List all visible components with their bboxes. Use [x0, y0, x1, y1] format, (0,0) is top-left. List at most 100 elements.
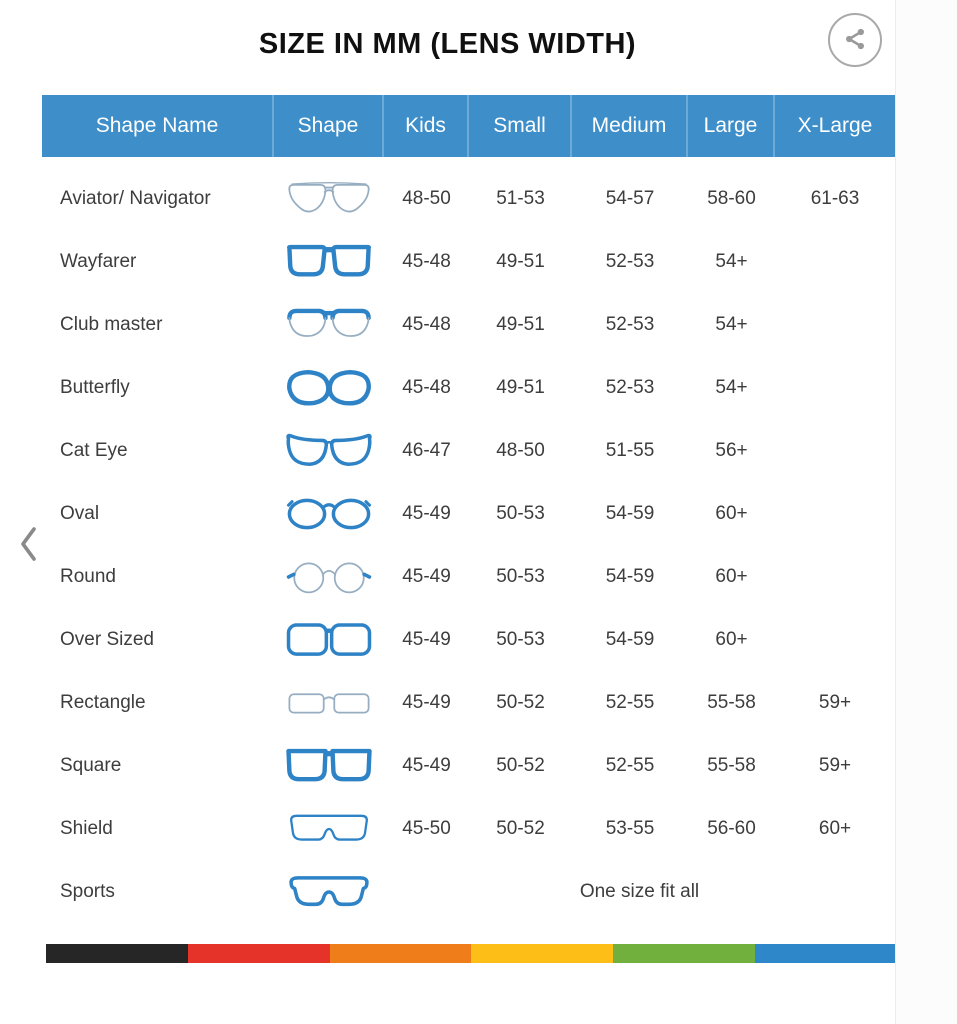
size-value: 50-53 [496, 565, 545, 587]
oversized-glasses-icon [285, 619, 373, 661]
sports-glasses-icon [285, 871, 373, 913]
carousel-prev-button[interactable] [16, 524, 40, 567]
size-value: 60+ [715, 502, 748, 524]
shape-name-label: Shield [60, 817, 113, 839]
clubmaster-glasses-icon [285, 304, 373, 346]
column-header-shape-name: Shape Name [42, 95, 274, 157]
butterfly-glasses-icon [285, 367, 373, 409]
stripe-segment [46, 944, 188, 963]
stripe-segment [755, 944, 897, 963]
size-value: 58-60 [707, 187, 756, 209]
size-chart-panel: SIZE IN MM (LENS WIDTH) Shape Name Shape K… [0, 0, 895, 923]
size-value: 49-51 [496, 313, 545, 335]
table-row: Square 45-49 50-52 52-55 55-58 59+ [42, 734, 895, 797]
title-bar: SIZE IN MM (LENS WIDTH) [0, 0, 895, 95]
size-value: 54-59 [605, 565, 655, 587]
size-value: 52-53 [605, 250, 655, 272]
shape-name-label: Over Sized [60, 628, 154, 650]
size-value: 46-47 [402, 439, 451, 461]
table-row: Aviator/ Navigator 48-50 51-53 54-57 58-60 6… [42, 167, 895, 230]
table-row: Shield 45-50 50-52 53-55 56-60 60+ [42, 797, 895, 860]
column-header-small: Small [469, 95, 572, 157]
size-value: 61-63 [810, 187, 860, 209]
oval-glasses-icon [285, 493, 373, 535]
shape-name-label: Sports [60, 880, 115, 902]
table-row: Butterfly 45-48 49-51 52-53 54+ [42, 356, 895, 419]
table-row: Cat Eye 46-47 48-50 51-55 56+ [42, 419, 895, 482]
size-value: 45-49 [402, 565, 451, 587]
size-value: 45-48 [402, 250, 451, 272]
one-size-note: One size fit all [579, 880, 700, 902]
column-header-kids: Kids [384, 95, 469, 157]
size-value: 50-52 [496, 817, 545, 839]
size-value: 48-50 [496, 439, 545, 461]
table-body: Aviator/ Navigator 48-50 51-53 54-57 58-60 6… [42, 167, 895, 923]
size-value: 54-57 [605, 187, 655, 209]
size-value: 54+ [715, 250, 748, 272]
shape-name-label: Square [60, 754, 122, 776]
size-value: 45-49 [402, 754, 451, 776]
size-value: 56+ [715, 439, 748, 461]
size-value: 51-55 [605, 439, 655, 461]
size-value: 48-50 [402, 187, 451, 209]
share-icon [841, 25, 869, 56]
rectangle-glasses-icon [285, 682, 373, 724]
size-value: 54+ [715, 376, 748, 398]
brand-color-stripe [46, 944, 897, 963]
shape-name-label: Oval [60, 502, 100, 524]
size-value: 49-51 [496, 376, 545, 398]
table-row: Round 45-49 50-53 54-59 60+ [42, 545, 895, 608]
size-value: 45-49 [402, 691, 451, 713]
size-value: 59+ [818, 754, 852, 776]
size-value: 54-59 [605, 502, 655, 524]
aviator-glasses-icon [285, 178, 373, 220]
table-row: Oval 45-49 50-53 54-59 60+ [42, 482, 895, 545]
page-title: SIZE IN MM (LENS WIDTH) [258, 28, 637, 60]
column-header-shape: Shape [274, 95, 384, 157]
shape-name-label: Rectangle [60, 691, 146, 713]
size-value: 52-55 [605, 691, 655, 713]
size-value: 60+ [715, 628, 748, 650]
wayfarer-glasses-icon [285, 241, 373, 283]
size-value: 60+ [818, 817, 852, 839]
shape-name-label: Club master [60, 313, 163, 335]
size-value: 52-55 [605, 754, 655, 776]
size-value: 55-58 [707, 691, 756, 713]
size-value: 55-58 [707, 754, 756, 776]
size-value: 50-53 [496, 628, 545, 650]
size-value: 56-60 [707, 817, 756, 839]
stripe-segment [471, 944, 614, 963]
shape-name-label: Round [60, 565, 116, 587]
size-value: 45-48 [402, 376, 451, 398]
shape-name-label: Wayfarer [60, 250, 137, 272]
size-value: 50-52 [496, 691, 545, 713]
round-glasses-icon [285, 556, 373, 598]
table-row: Over Sized 45-49 50-53 54-59 60+ [42, 608, 895, 671]
shield-glasses-icon [285, 808, 373, 850]
table-row: Sports One size fit all [42, 860, 895, 923]
shape-name-label: Cat Eye [60, 439, 128, 461]
size-value: 50-52 [496, 754, 545, 776]
size-value: 52-53 [605, 376, 655, 398]
size-value: 60+ [715, 565, 748, 587]
size-value: 51-53 [496, 187, 545, 209]
size-value: 59+ [818, 691, 852, 713]
chevron-left-icon [16, 527, 40, 567]
shape-name-label: Aviator/ Navigator [60, 187, 211, 209]
stripe-segment [329, 944, 472, 963]
size-value: 45-49 [402, 502, 451, 524]
size-value: 45-49 [402, 628, 451, 650]
table-row: Rectangle 45-49 50-52 52-55 55-58 59+ [42, 671, 895, 734]
size-value: 49-51 [496, 250, 545, 272]
table-header-row: Shape Name Shape Kids Small Medium Large X-Lar… [42, 95, 895, 157]
size-value: 53-55 [605, 817, 655, 839]
size-value: 45-48 [402, 313, 451, 335]
stripe-segment [613, 944, 756, 963]
table-row: Wayfarer 45-48 49-51 52-53 54+ [42, 230, 895, 293]
size-value: 54+ [715, 313, 748, 335]
table-row: Club master 45-48 49-51 52-53 54+ [42, 293, 895, 356]
size-value: 45-50 [402, 817, 451, 839]
share-button[interactable] [828, 13, 882, 67]
cateye-glasses-icon [285, 430, 373, 472]
column-header-medium: Medium [572, 95, 688, 157]
